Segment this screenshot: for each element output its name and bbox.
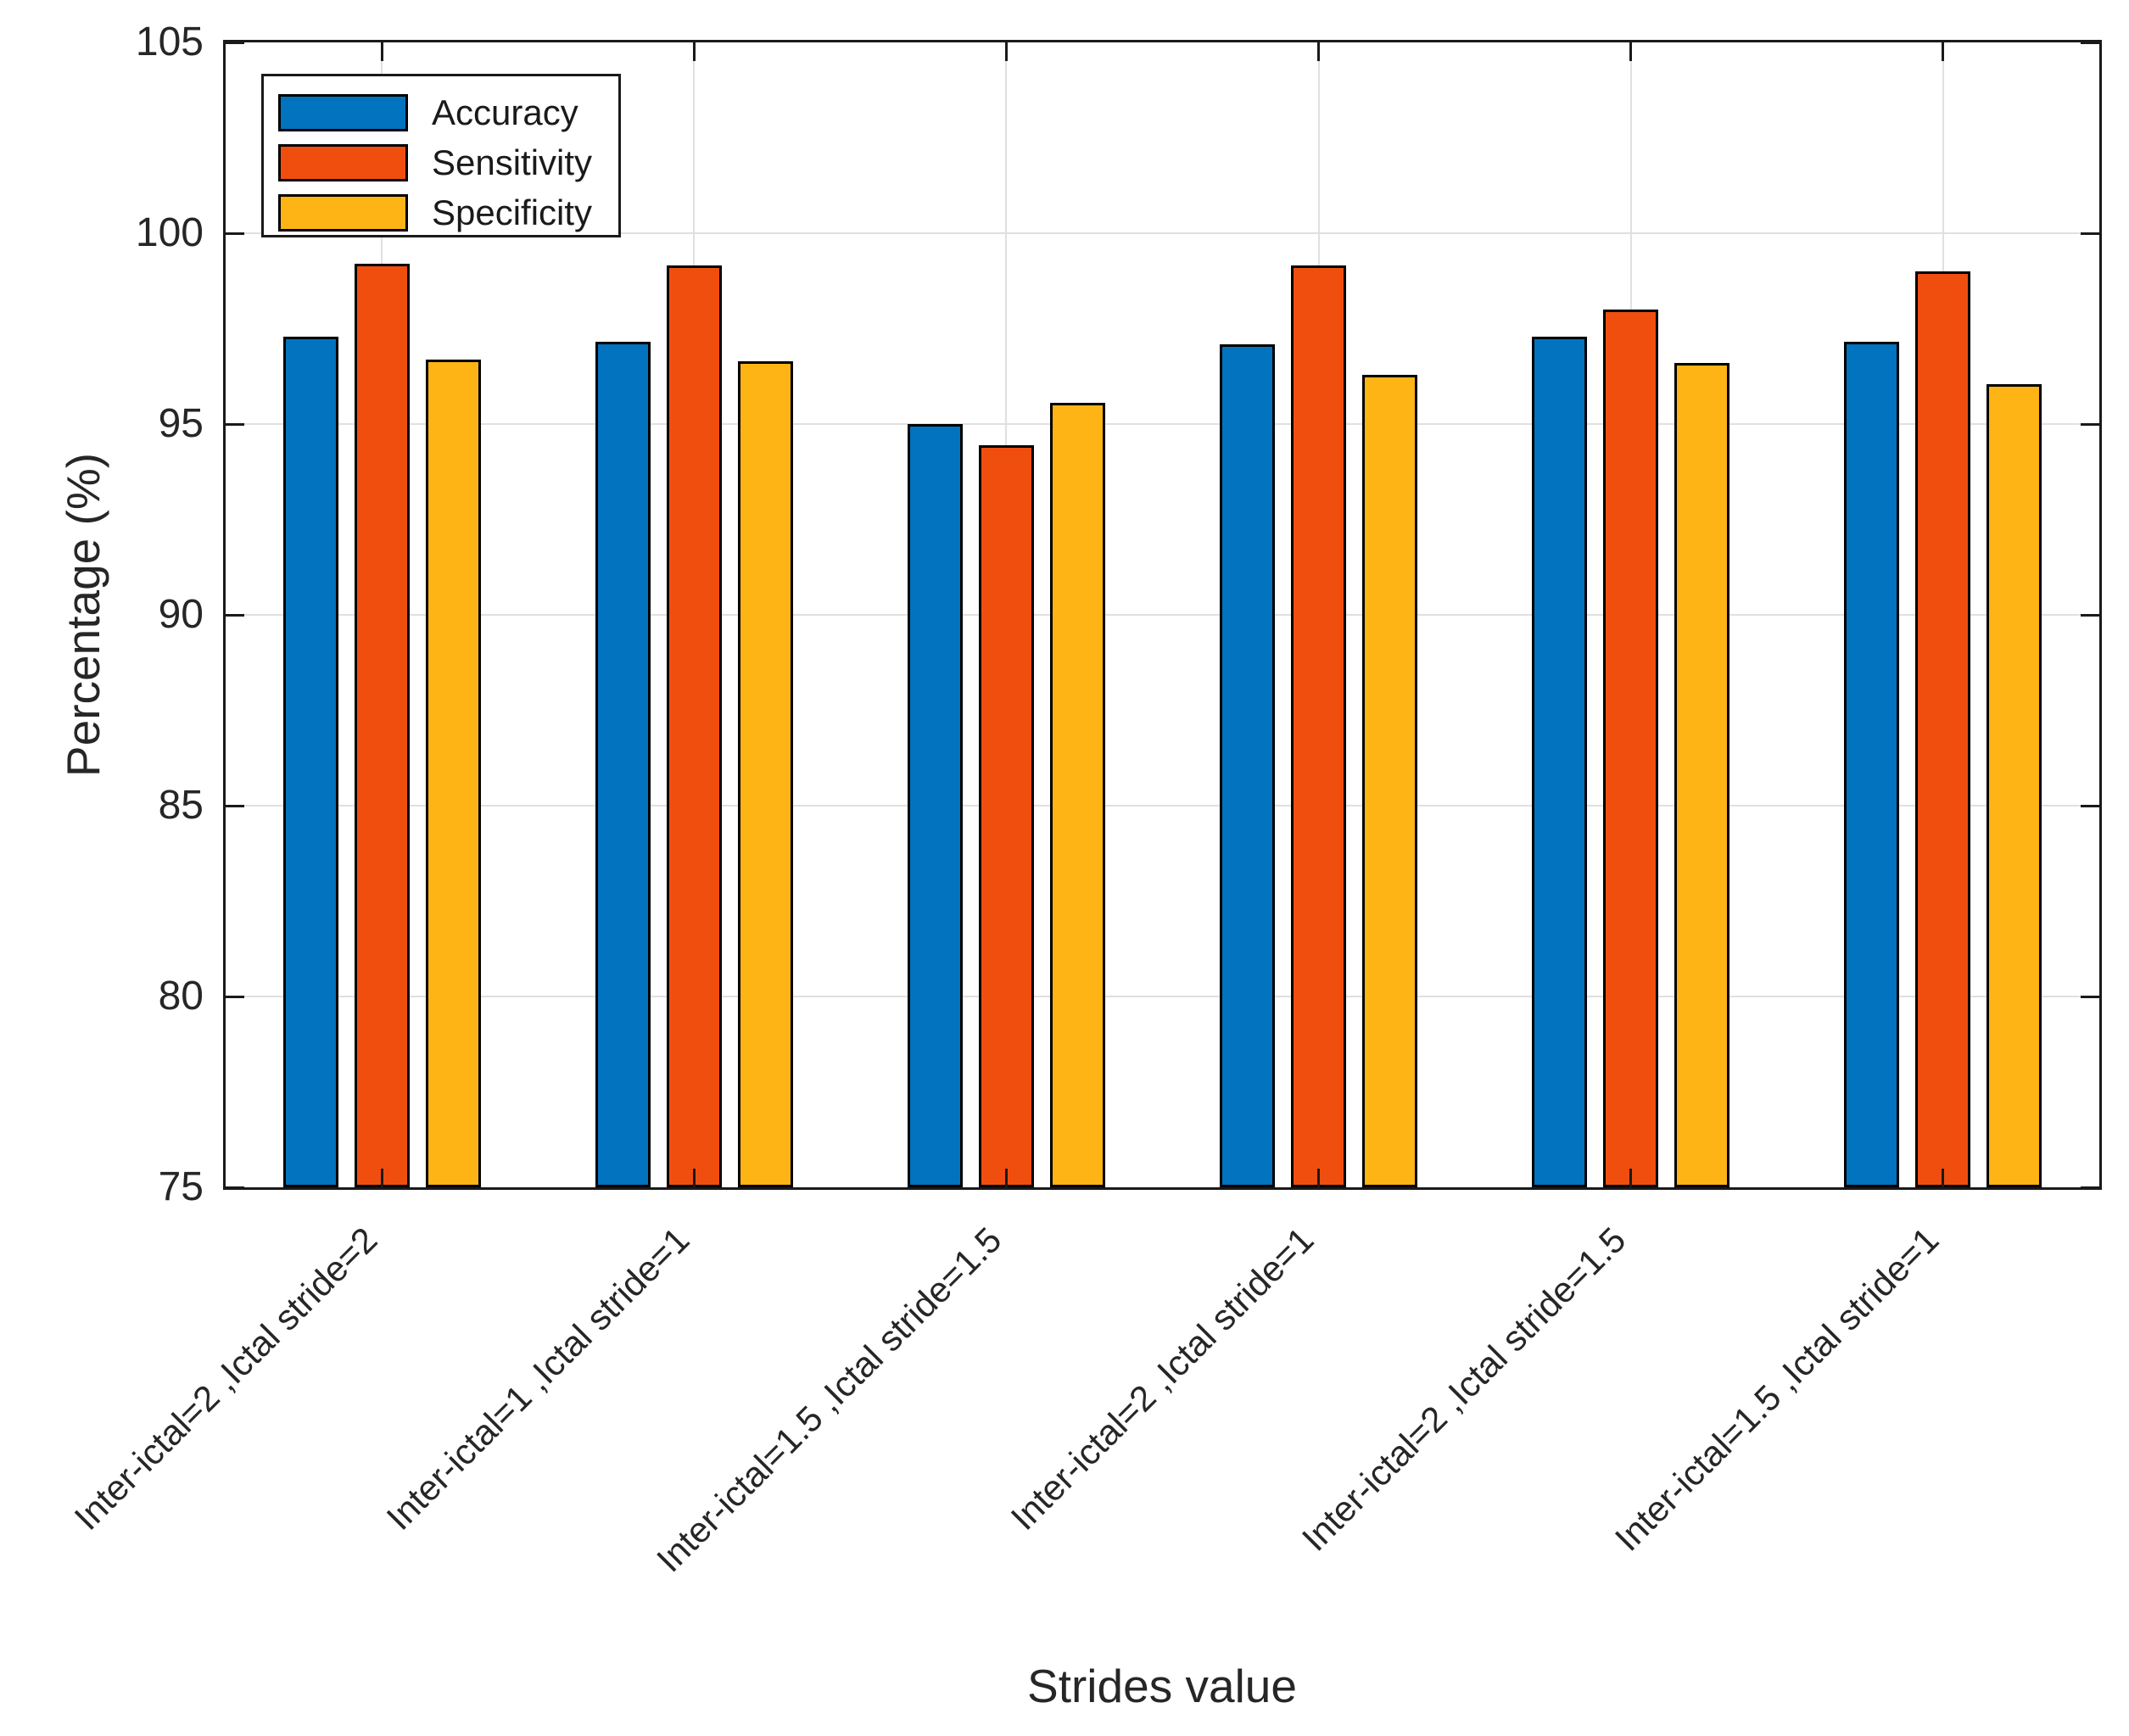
legend-swatch-specificity bbox=[278, 193, 408, 232]
y-gridline-80 bbox=[226, 996, 2099, 997]
bar-accuracy-group-5 bbox=[1532, 336, 1588, 1187]
bar-specificity-group-6 bbox=[1987, 383, 2042, 1187]
x-tick-label-group-6: Inter-ictal=1.5 ,Ictal stride=1 bbox=[1607, 1220, 1947, 1559]
x-tick-top-group-2 bbox=[692, 42, 696, 61]
bar-sensitivity-group-5 bbox=[1603, 310, 1659, 1187]
legend-label-sensitivity: Sensitivity bbox=[432, 142, 593, 182]
y-tick-label-80: 80 bbox=[158, 974, 204, 1019]
y-tick-right-95 bbox=[2081, 422, 2099, 426]
x-tick-bottom-group-1 bbox=[380, 1169, 383, 1187]
y-tick-label-90: 90 bbox=[158, 592, 204, 637]
x-tick-top-group-5 bbox=[1629, 42, 1633, 61]
y-tick-left-85 bbox=[226, 804, 244, 807]
x-tick-bottom-group-6 bbox=[1942, 1169, 1945, 1187]
x-tick-bottom-group-4 bbox=[1317, 1169, 1321, 1187]
legend-swatch-sensitivity bbox=[278, 143, 408, 181]
y-tick-left-90 bbox=[226, 613, 244, 617]
legend-swatch-accuracy bbox=[278, 93, 408, 131]
x-tick-bottom-group-5 bbox=[1629, 1169, 1633, 1187]
legend-item-accuracy: Accuracy bbox=[264, 87, 618, 137]
bar-specificity-group-5 bbox=[1674, 363, 1730, 1187]
bar-specificity-group-4 bbox=[1362, 374, 1418, 1187]
y-gridline-100 bbox=[226, 232, 2099, 234]
y-tick-right-80 bbox=[2081, 995, 2099, 998]
y-gridline-90 bbox=[226, 614, 2099, 616]
y-gridline-85 bbox=[226, 805, 2099, 807]
plot-area: Accuracy Sensitivity Specificity bbox=[223, 40, 2102, 1190]
bar-specificity-group-3 bbox=[1049, 403, 1105, 1187]
x-tick-label-group-1: Inter-ictal=2 ,Ictal stride=2 bbox=[66, 1220, 385, 1538]
x-tick-top-group-4 bbox=[1317, 42, 1321, 61]
x-tick-top-group-3 bbox=[1004, 42, 1008, 61]
y-tick-label-85: 85 bbox=[158, 783, 204, 828]
bar-accuracy-group-2 bbox=[595, 342, 651, 1187]
y-tick-left-100 bbox=[226, 232, 244, 235]
legend: Accuracy Sensitivity Specificity bbox=[261, 74, 621, 237]
bar-sensitivity-group-2 bbox=[666, 265, 722, 1187]
x-tick-bottom-group-2 bbox=[692, 1169, 696, 1187]
x-tick-label-group-3: Inter-ictal=1.5 ,Ictal stride=1.5 bbox=[649, 1220, 1009, 1580]
y-axis-title: Percentage (%) bbox=[57, 452, 109, 778]
x-tick-label-group-4: Inter-ictal=2 ,Ictal stride=1 bbox=[1003, 1220, 1322, 1538]
y-tick-right-75 bbox=[2081, 1186, 2099, 1189]
bar-sensitivity-group-6 bbox=[1915, 271, 1971, 1187]
y-tick-left-95 bbox=[226, 422, 244, 426]
y-tick-label-95: 95 bbox=[158, 401, 204, 446]
y-tick-label-75: 75 bbox=[158, 1164, 204, 1209]
bar-sensitivity-group-4 bbox=[1291, 265, 1347, 1187]
x-axis-title: Strides value bbox=[1027, 1660, 1297, 1712]
bar-specificity-group-1 bbox=[425, 359, 481, 1187]
legend-label-specificity: Specificity bbox=[432, 192, 593, 232]
x-tick-label-group-2: Inter-ictal=1 ,Ictal stride=1 bbox=[378, 1220, 697, 1538]
y-tick-right-100 bbox=[2081, 232, 2099, 235]
bar-sensitivity-group-3 bbox=[978, 444, 1034, 1187]
bar-sensitivity-group-1 bbox=[354, 264, 410, 1187]
x-tick-label-group-5: Inter-ictal=2 ,Ictal stride=1.5 bbox=[1294, 1220, 1634, 1559]
x-tick-bottom-group-3 bbox=[1004, 1169, 1008, 1187]
bar-specificity-group-2 bbox=[737, 360, 793, 1187]
y-tick-left-80 bbox=[226, 995, 244, 998]
y-tick-left-105 bbox=[226, 41, 244, 44]
bar-accuracy-group-6 bbox=[1844, 342, 1900, 1187]
y-tick-right-85 bbox=[2081, 804, 2099, 807]
y-tick-left-75 bbox=[226, 1186, 244, 1189]
y-tick-right-90 bbox=[2081, 613, 2099, 617]
bar-accuracy-group-4 bbox=[1220, 343, 1276, 1187]
y-tick-right-105 bbox=[2081, 41, 2099, 44]
legend-label-accuracy: Accuracy bbox=[432, 92, 578, 132]
y-gridline-95 bbox=[226, 423, 2099, 425]
legend-item-sensitivity: Sensitivity bbox=[264, 137, 618, 187]
legend-item-specificity: Specificity bbox=[264, 187, 618, 237]
bar-accuracy-group-3 bbox=[907, 424, 963, 1187]
y-tick-label-105: 105 bbox=[135, 20, 204, 64]
y-tick-label-100: 100 bbox=[135, 210, 204, 255]
x-tick-top-group-1 bbox=[380, 42, 383, 61]
bar-accuracy-group-1 bbox=[282, 336, 338, 1187]
x-tick-top-group-6 bbox=[1942, 42, 1945, 61]
